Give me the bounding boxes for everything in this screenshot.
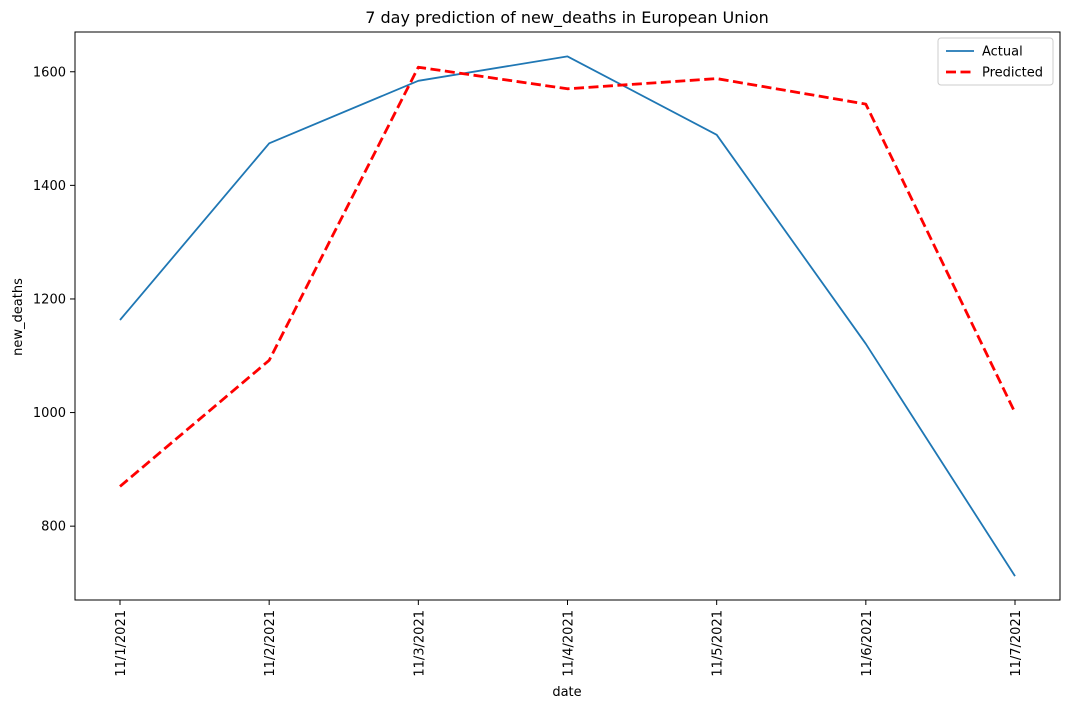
legend: Actual Predicted — [937, 37, 1054, 86]
series-line-actual — [119, 55, 1016, 577]
y-tick-label: 1200 — [33, 292, 66, 307]
x-tick-label: 11/3/2021 — [412, 610, 427, 677]
x-axis: 11/1/2021 11/2/2021 11/3/2021 11/4/2021 11/5… — [114, 600, 1024, 677]
y-tick-label: 1600 — [33, 65, 66, 80]
y-tick-label: 800 — [41, 520, 66, 535]
x-axis-label: date — [552, 685, 581, 700]
x-tick-label: 11/4/2021 — [562, 610, 577, 677]
y-axis-label: new_deaths — [11, 278, 26, 356]
legend-label-predicted: Predicted — [982, 66, 1043, 81]
x-tick-label: 11/5/2021 — [711, 610, 726, 677]
x-tick-label: 11/1/2021 — [114, 610, 129, 677]
y-tick-label: 1400 — [33, 179, 66, 194]
y-tick-label: 1000 — [33, 406, 66, 421]
x-tick-label: 11/7/2021 — [1009, 610, 1024, 677]
y-axis: 800 1000 1200 1400 1600 — [33, 65, 75, 535]
chart-title: 7 day prediction of new_deaths in Europe… — [365, 8, 769, 28]
x-tick-label: 11/2/2021 — [263, 610, 278, 677]
legend-label-actual: Actual — [982, 45, 1023, 60]
x-tick-label: 11/6/2021 — [860, 610, 875, 677]
